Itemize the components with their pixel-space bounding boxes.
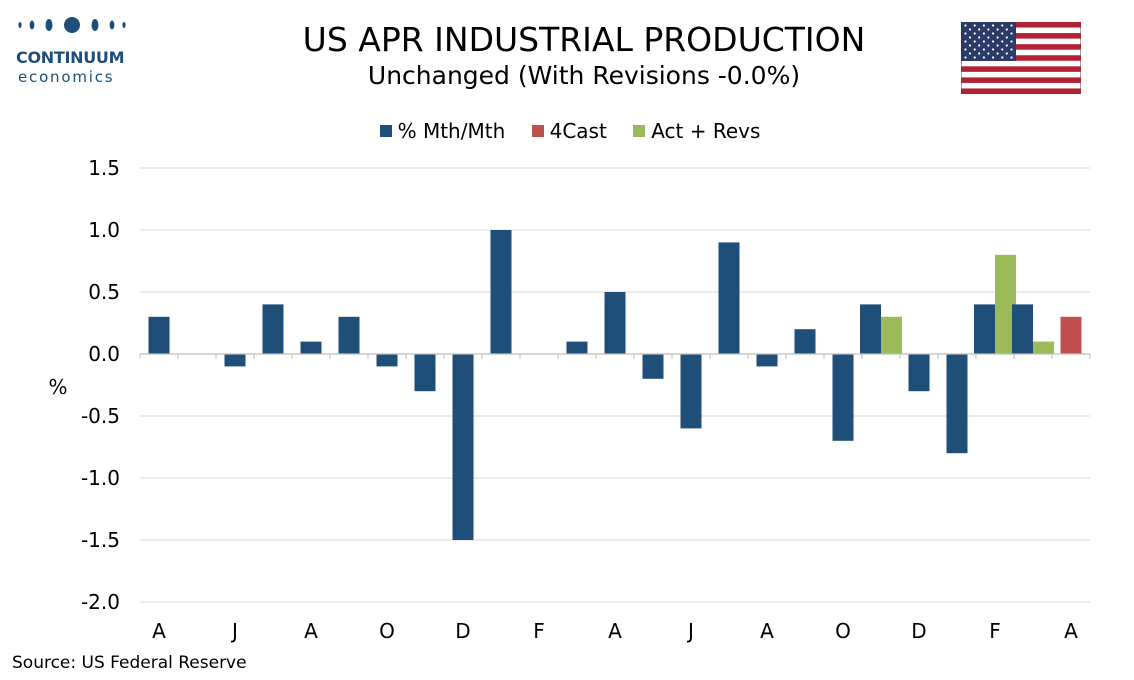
x-tick-label: D [911, 619, 926, 643]
y-tick-label: -0.5 [81, 404, 120, 428]
bar [832, 354, 854, 441]
bar [338, 316, 360, 354]
legend-label-4cast: 4Cast [549, 119, 607, 143]
bar [1012, 304, 1033, 354]
bar [376, 354, 398, 367]
x-tick-label: A [152, 619, 166, 643]
legend-label-act-revs: Act + Revs [651, 119, 761, 143]
y-axis-label: % [48, 375, 67, 399]
x-tick-label: O [835, 619, 851, 643]
bar [300, 341, 322, 354]
source-note: Source: US Federal Reserve [12, 653, 247, 673]
x-tick-label: A [304, 619, 318, 643]
x-tick-label: F [533, 619, 545, 643]
y-tick-label: -1.5 [81, 528, 120, 552]
bar [224, 354, 246, 367]
legend-item-mth: % Mth/Mth [379, 119, 506, 143]
bar [642, 354, 664, 379]
x-tick-label: A [760, 619, 774, 643]
y-tick-label: 0.5 [88, 280, 120, 304]
bar [908, 354, 930, 392]
legend-swatch-act-revs [633, 125, 646, 137]
legend-swatch-4cast [531, 125, 544, 137]
legend-item-4cast: 4Cast [531, 119, 607, 143]
legend-swatch-mth [379, 125, 392, 137]
x-tick-label: A [1064, 619, 1078, 643]
logo-dots-icon [18, 17, 126, 33]
bar [718, 242, 740, 354]
x-tick-label: O [379, 619, 395, 643]
x-tick-label: F [989, 619, 1001, 643]
y-tick-label: 0.0 [88, 342, 120, 366]
bar [680, 354, 702, 429]
bar [414, 354, 436, 392]
legend-item-act-revs: Act + Revs [633, 119, 760, 143]
bar [1033, 341, 1054, 354]
bar [995, 254, 1016, 354]
bar [262, 304, 284, 354]
logo-subtitle: economics [18, 68, 115, 86]
chart-subtitle: Unchanged (With Revisions -0.0%) [367, 61, 801, 90]
bar [881, 316, 902, 354]
bar [794, 329, 816, 354]
bar [1060, 316, 1082, 354]
x-tick-label: D [455, 619, 470, 643]
bar [566, 341, 588, 354]
x-tick-label: J [686, 619, 694, 643]
legend-label-mth: % Mth/Mth [397, 119, 506, 143]
bar [860, 304, 881, 354]
bar [452, 354, 474, 540]
x-tick-label: A [608, 619, 622, 643]
logo-name: CONTINUUM [16, 48, 125, 67]
bar [974, 304, 995, 354]
x-tick-label: J [230, 619, 238, 643]
bar [756, 354, 778, 367]
us-flag-icon [961, 22, 1081, 94]
chart-legend: % Mth/Mth 4Cast Act + Revs [0, 119, 1134, 143]
bar [604, 292, 626, 354]
y-tick-label: 1.0 [88, 218, 120, 242]
y-tick-label: -1.0 [81, 466, 120, 490]
bar [946, 354, 968, 454]
bar [490, 230, 512, 354]
continuum-logo: CONTINUUM economics [14, 14, 132, 85]
bar [148, 316, 170, 354]
y-tick-label: 1.5 [88, 156, 120, 180]
chart-title: US APR INDUSTRIAL PRODUCTION [302, 20, 866, 59]
y-tick-label: -2.0 [81, 590, 120, 614]
